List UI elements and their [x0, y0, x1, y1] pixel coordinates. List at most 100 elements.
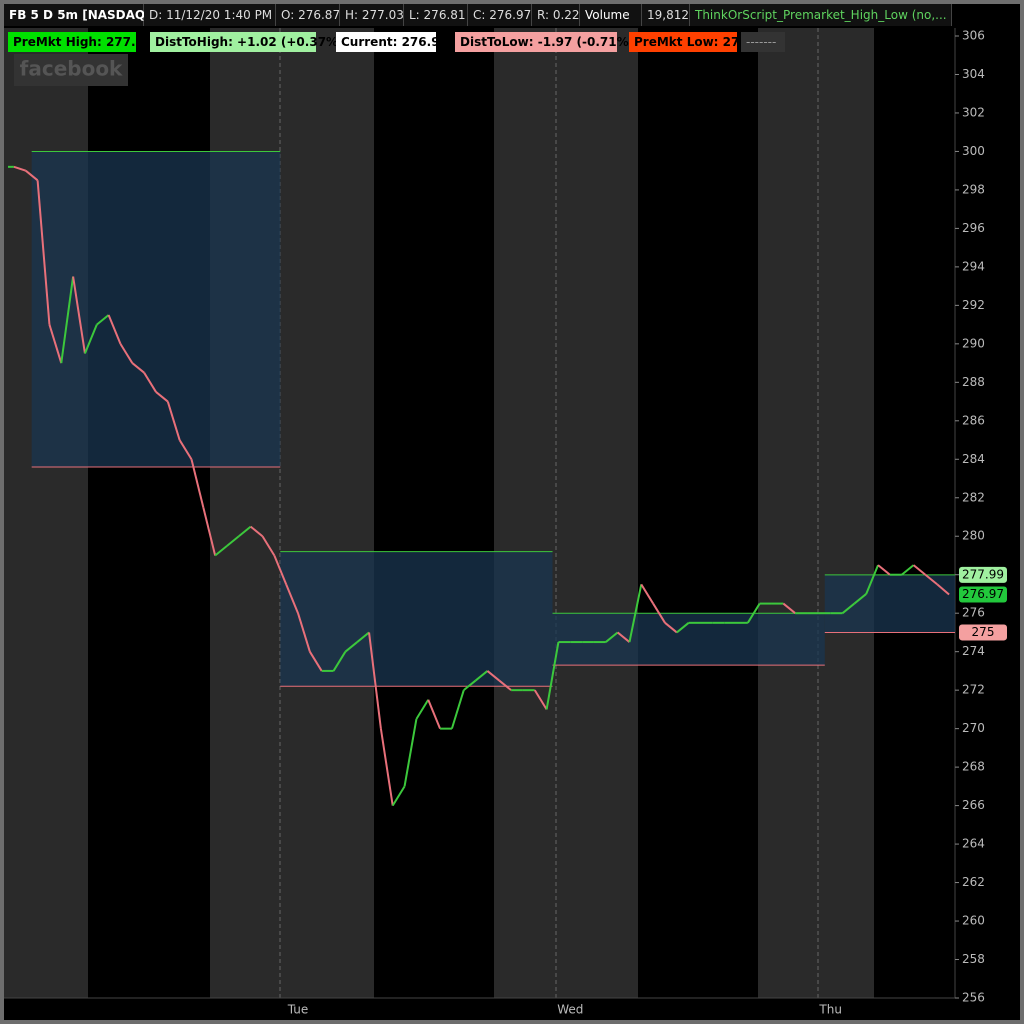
price-segment [640, 583, 654, 605]
premarket-box [31, 151, 281, 467]
chart: facebook 256 258 260 262 264 266 268 270 272 274 2… [4, 28, 1007, 1017]
y-tick-label: 282 [962, 490, 985, 504]
price-segment [344, 641, 358, 653]
price-segment [119, 343, 134, 364]
x-tick-label: Tue [287, 1003, 309, 1017]
price-segment [450, 689, 465, 729]
price-segment [368, 632, 382, 729]
session [374, 28, 494, 998]
price-segment [403, 718, 418, 787]
y-tick-label: 260 [962, 914, 985, 928]
price-tag [959, 586, 1007, 603]
price-segment [143, 372, 157, 393]
high: H: 277.03 [340, 4, 404, 26]
price-segment [912, 564, 927, 576]
price-segment [13, 165, 27, 172]
current-label: Current: 276.97 [336, 32, 448, 52]
price-segment [250, 525, 264, 538]
price-segment [72, 276, 86, 354]
y-tick-label: 272 [962, 683, 985, 697]
price-segment [936, 583, 950, 596]
y-tick-label: 292 [962, 298, 985, 312]
y-tick-label: 306 [962, 29, 985, 43]
price-tag-label: 277.99 [962, 567, 1004, 581]
price-tag [959, 624, 1007, 641]
y-tick-label: 258 [962, 952, 985, 966]
price-segment [652, 603, 666, 624]
price-segment [474, 670, 489, 682]
price-segment [782, 602, 796, 614]
placeholder-label: ------- [741, 32, 785, 52]
price-segment [379, 728, 394, 806]
y-tick-label: 298 [962, 182, 985, 196]
price-segment [155, 391, 169, 403]
symbol[interactable]: FB 5 D 5m [NASDAQ] [4, 4, 151, 26]
study[interactable]: ThinkOrScript_Premarket_High_Low (no,... [690, 4, 952, 26]
price-segment [853, 593, 867, 605]
price-segment [463, 679, 477, 691]
x-tick-label: Wed [557, 1003, 583, 1017]
price-segment [84, 324, 98, 354]
price-segment [178, 439, 193, 460]
price-segment [202, 507, 217, 556]
volume-label: Volume [580, 4, 642, 26]
price-segment [297, 612, 311, 652]
y-tick-label: 264 [962, 837, 985, 851]
price-segment [48, 324, 63, 364]
price-segment [617, 631, 631, 643]
y-tick-label: 286 [962, 413, 985, 427]
price-segment [841, 602, 856, 614]
price-tag-label: 275 [972, 625, 995, 639]
price-segment [676, 622, 690, 634]
price-segment [190, 459, 205, 508]
dist-to-low-label: DistToLow: -1.97 (-0.71%) [455, 32, 634, 52]
y-tick-label: 294 [962, 259, 985, 273]
price-segment [214, 545, 228, 557]
session [638, 28, 758, 998]
price-segment [226, 535, 240, 547]
price-segment [746, 603, 761, 624]
price-segment [865, 564, 879, 595]
premarket-box [280, 551, 553, 687]
price-segment [533, 689, 548, 710]
low: L: 276.81 [404, 4, 468, 26]
close: C: 276.97 [468, 4, 532, 26]
date: D: 11/12/20 1:40 PM [144, 4, 276, 26]
y-tick-label: 288 [962, 375, 985, 389]
price-tag-label: 276.97 [962, 587, 1004, 601]
chart-window: facebook 256 258 260 262 264 266 268 270 272 274 2… [4, 4, 1020, 1020]
y-tick-label: 266 [962, 798, 985, 812]
x-tick-label: Thu [818, 1003, 842, 1017]
y-tick-label: 290 [962, 336, 985, 350]
price-segment [356, 631, 370, 643]
price-segment [60, 276, 75, 364]
price-segment [273, 555, 288, 585]
session [874, 28, 955, 998]
y-tick-label: 268 [962, 760, 985, 774]
y-tick-label: 274 [962, 644, 985, 658]
price-segment [36, 180, 51, 325]
y-tick-label: 284 [962, 452, 985, 466]
volume: 19,812 [642, 4, 690, 26]
y-tick-label: 302 [962, 105, 985, 119]
price-segment [628, 584, 643, 643]
price-tag [959, 566, 1007, 583]
price-segment [924, 573, 938, 586]
price-segment [261, 535, 276, 557]
price-segment [96, 314, 110, 326]
range: R: 0.22 [532, 4, 580, 26]
price-segment [107, 314, 122, 345]
price-segment [25, 169, 39, 182]
price-segment [427, 699, 441, 730]
y-tick-label: 270 [962, 721, 985, 735]
price-segment [166, 401, 181, 441]
price-segment [238, 525, 252, 538]
y-tick-label: 276 [962, 606, 985, 620]
watermark-bg [14, 54, 128, 86]
price-segment [498, 679, 512, 691]
y-tick-label: 280 [962, 529, 985, 543]
premarket-box [552, 613, 825, 666]
price-segment [391, 785, 406, 807]
price-segment [415, 699, 430, 720]
y-tick-label: 300 [962, 144, 985, 158]
